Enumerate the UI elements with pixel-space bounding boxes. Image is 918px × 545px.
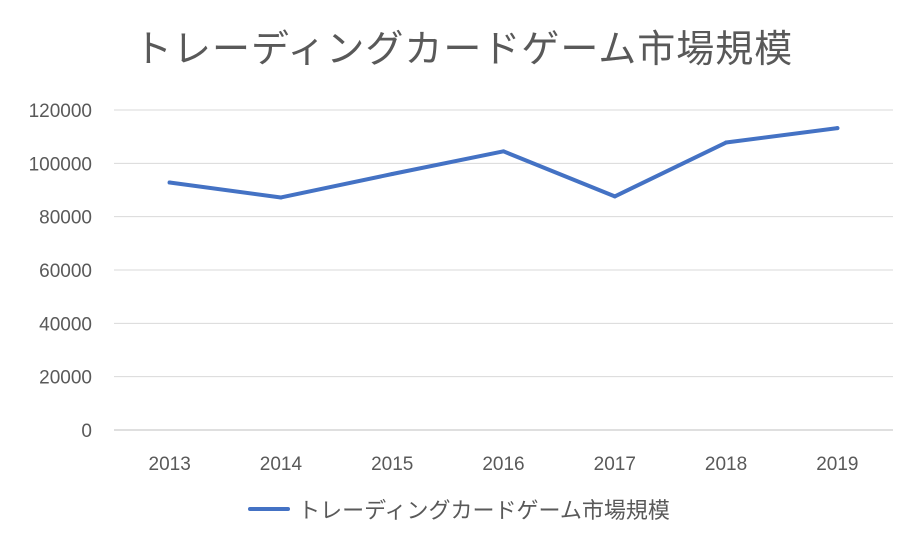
x-tick-label: 2013 bbox=[149, 454, 191, 475]
x-tick-label: 2018 bbox=[705, 454, 747, 475]
y-tick-label: 80000 bbox=[39, 208, 92, 229]
chart-title: トレーディングカードゲーム市場規模 bbox=[134, 27, 794, 71]
x-tick-label: 2017 bbox=[594, 454, 636, 475]
y-tick-label: 40000 bbox=[39, 314, 92, 335]
x-tick-label: 2019 bbox=[816, 454, 858, 475]
gridlines bbox=[114, 109, 893, 431]
y-tick-label: 0 bbox=[81, 421, 92, 442]
y-tick-label: 120000 bbox=[29, 101, 92, 122]
data-point bbox=[167, 180, 172, 185]
x-tick-label: 2015 bbox=[371, 454, 413, 475]
data-point bbox=[278, 195, 283, 200]
legend: トレーディングカードゲーム市場規模 bbox=[0, 493, 918, 525]
x-tick-label: 2016 bbox=[482, 454, 524, 475]
y-axis-ticks: 0 20000 40000 60000 80000 100000 120000 bbox=[29, 101, 92, 442]
legend-swatch bbox=[248, 507, 291, 511]
data-point bbox=[724, 140, 729, 145]
series-layer bbox=[167, 126, 840, 200]
data-point bbox=[835, 126, 840, 131]
series-line bbox=[167, 126, 840, 200]
data-point bbox=[390, 172, 395, 176]
y-tick-label: 100000 bbox=[29, 154, 92, 175]
legend-label: トレーディングカードゲーム市場規模 bbox=[298, 499, 670, 524]
x-tick-label: 2014 bbox=[260, 454, 303, 475]
x-axis-ticks: 2013 2014 2015 2016 2017 2018 2019 bbox=[149, 454, 859, 475]
y-tick-label: 20000 bbox=[39, 368, 92, 389]
data-point bbox=[501, 149, 506, 154]
data-point bbox=[612, 194, 617, 199]
y-tick-label: 60000 bbox=[39, 261, 92, 282]
